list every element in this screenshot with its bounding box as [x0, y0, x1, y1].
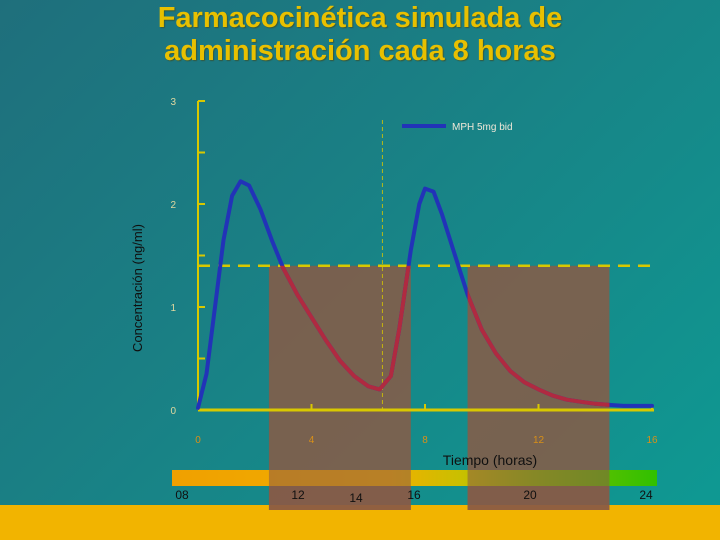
clock-label-24: 24: [639, 488, 653, 502]
y-tick-label-3: 3: [170, 97, 176, 108]
clock-label-14: 14: [349, 491, 363, 505]
clock-label-12: 12: [291, 488, 305, 502]
title-line-1: Farmacocinética simulada de: [157, 2, 563, 34]
x-axis-label: Tiempo (horas): [443, 452, 537, 468]
series-line-overlay-2: [467, 287, 610, 407]
x-tick-label-12: 12: [533, 435, 545, 446]
x-tick-label-16: 16: [646, 435, 658, 446]
x-tick-label-0: 0: [195, 435, 201, 446]
title-line-2: administración cada 8 horas: [164, 35, 556, 67]
shaded-region-lower-1: [268, 470, 411, 510]
shaded-region-1: [268, 265, 411, 510]
x-tick-label-8: 8: [422, 435, 428, 446]
series-line-overlay-1: [280, 265, 411, 392]
y-tick-label-2: 2: [170, 200, 176, 211]
clock-label-20: 20: [523, 488, 537, 502]
shaded-region-lower-2: [467, 470, 610, 510]
y-axis-label: Concentración (ng/ml): [130, 224, 145, 352]
clock-label-16: 16: [407, 488, 421, 502]
y-tick-label-1: 1: [170, 303, 176, 314]
bottom-bar: [0, 505, 720, 540]
y-tick-label-0: 0: [170, 406, 176, 417]
legend-label: MPH 5mg bid: [452, 122, 513, 133]
chart-title: Farmacocinética simulada de administraci…: [0, 2, 720, 68]
x-tick-label-4: 4: [309, 435, 315, 446]
clock-label-08: 08: [175, 488, 189, 502]
